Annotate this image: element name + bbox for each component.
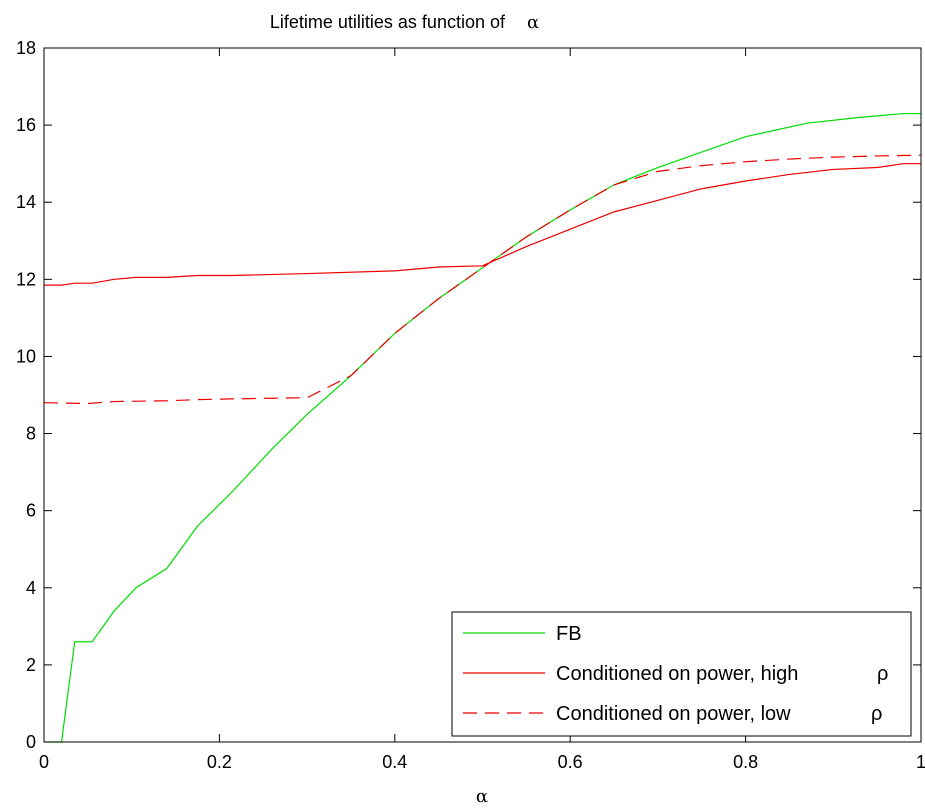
y-tick-label: 10 bbox=[16, 346, 36, 366]
series-line-low-rho bbox=[43, 154, 922, 405]
y-tick-label: 8 bbox=[26, 424, 36, 444]
y-tick-label: 18 bbox=[16, 38, 36, 58]
legend: FB Conditioned on power, high ρ Conditio… bbox=[451, 611, 912, 737]
x-tick-label: 1 bbox=[916, 752, 925, 772]
x-tick-label: 0.8 bbox=[733, 752, 758, 772]
series-line-fb bbox=[44, 112, 921, 743]
legend-label-high-rho-symbol: ρ bbox=[877, 663, 888, 685]
y-tick-label: 4 bbox=[26, 578, 36, 598]
x-axis-label: α bbox=[476, 786, 488, 807]
series-layer bbox=[43, 112, 922, 743]
legend-label-fb: FB bbox=[556, 623, 582, 645]
x-tick-label: 0 bbox=[39, 752, 49, 772]
legend-label-low-rho-symbol: ρ bbox=[871, 703, 882, 725]
legend-label-high-rho: Conditioned on power, high bbox=[556, 663, 798, 685]
series-line-high-rho bbox=[44, 163, 921, 286]
chart-title: Lifetime utilities as function of bbox=[270, 12, 506, 32]
y-tick-label: 0 bbox=[26, 732, 36, 752]
chart-title-symbol: α bbox=[527, 12, 539, 33]
y-tick-label: 6 bbox=[26, 501, 36, 521]
y-tick-label: 12 bbox=[16, 269, 36, 289]
x-tick-label: 0.4 bbox=[382, 752, 407, 772]
x-tick-label: 0.2 bbox=[207, 752, 232, 772]
legend-label-low-rho: Conditioned on power, low bbox=[556, 703, 791, 725]
plot-area-frame bbox=[43, 47, 922, 743]
y-tick-label: 14 bbox=[16, 192, 36, 212]
y-tick-label: 16 bbox=[16, 115, 36, 135]
x-tick-label: 0.6 bbox=[558, 752, 583, 772]
y-tick-label: 2 bbox=[26, 655, 36, 675]
